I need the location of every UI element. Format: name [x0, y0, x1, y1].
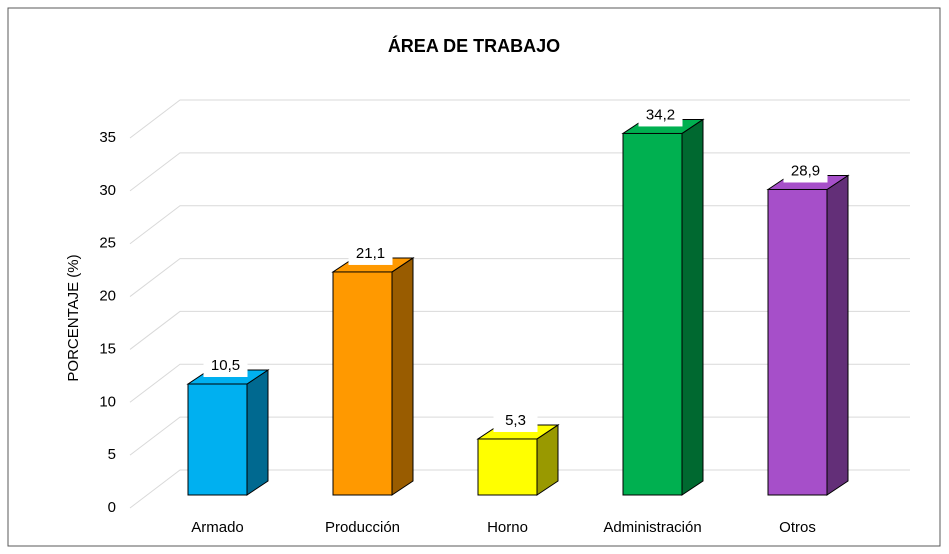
y-tick-label: 35 [99, 129, 116, 146]
value-label-box [638, 104, 683, 127]
x-tick-label: Horno [487, 519, 528, 536]
chart-title: ÁREA DE TRABAJO [388, 35, 560, 56]
bar-side-shade [247, 370, 268, 495]
y-tick-label: 15 [99, 340, 116, 357]
value-label: 10,5 [211, 357, 240, 374]
bar-side-shade [827, 175, 848, 495]
value-label: 34,2 [646, 106, 675, 123]
bar [622, 132, 683, 496]
bar [332, 271, 393, 496]
bar-side-shade [682, 119, 703, 495]
value-label-box [783, 160, 828, 183]
y-tick-label: 0 [108, 499, 116, 516]
y-tick-label: 10 [99, 393, 116, 410]
x-tick-label: Armado [191, 519, 244, 536]
bar [477, 438, 538, 496]
x-tick-label: Producción [325, 519, 400, 536]
bar-side-shade [537, 424, 558, 495]
bar [767, 188, 828, 496]
bar-side-shade [392, 257, 413, 495]
value-label-box [348, 242, 393, 265]
y-tick-label: 5 [108, 446, 116, 463]
value-label-box [203, 355, 248, 377]
y-tick-label: 30 [99, 182, 116, 199]
value-label: 5,3 [505, 412, 526, 429]
grid-line [129, 99, 910, 139]
x-tick-label: Administración [603, 519, 701, 536]
bar [187, 383, 248, 496]
value-label-box [493, 409, 538, 432]
x-tick-label: Otros [779, 519, 816, 536]
y-tick-label: 20 [99, 288, 116, 305]
y-tick-label: 25 [99, 235, 116, 252]
y-axis-label: PORCENTAJE (%) [65, 254, 82, 381]
value-label: 28,9 [791, 162, 820, 179]
value-label: 21,1 [356, 245, 385, 262]
